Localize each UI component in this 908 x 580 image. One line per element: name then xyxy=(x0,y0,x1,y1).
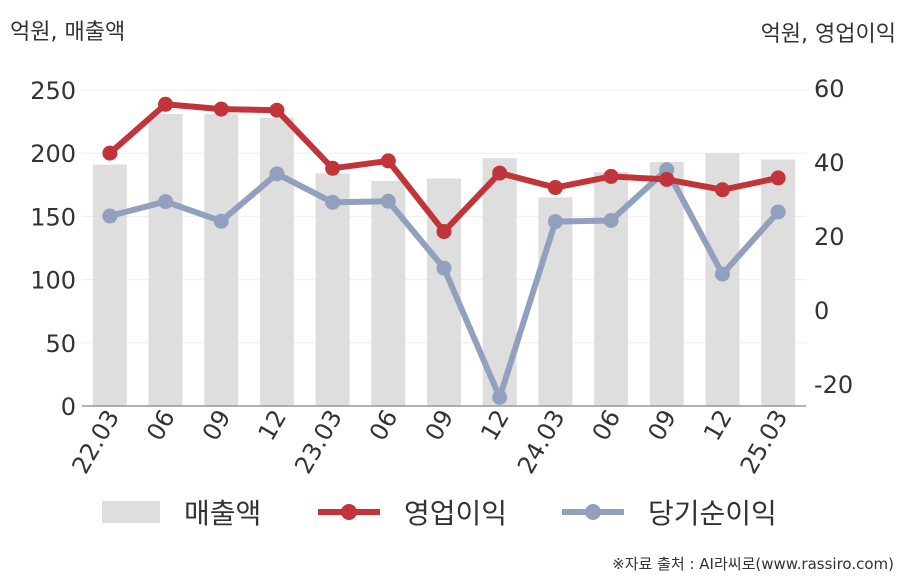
net-income-point xyxy=(714,266,730,282)
operating-profit-point xyxy=(102,145,118,161)
revenue-bar xyxy=(761,159,796,406)
net-income-point xyxy=(770,204,786,220)
net-income-point xyxy=(547,214,563,230)
operating-profit-point xyxy=(158,96,174,112)
legend-label-operating-profit: 영업이익 xyxy=(404,497,508,530)
net-income-point xyxy=(603,212,619,228)
revenue-bar xyxy=(204,114,239,407)
legend-item-net-income: 당기순이익 xyxy=(562,492,777,532)
left-tick-label: 150 xyxy=(30,203,76,231)
legend-label-revenue: 매출액 xyxy=(184,497,262,530)
x-tick-label: 23.03 xyxy=(289,405,348,479)
operating-profit-point xyxy=(492,165,508,181)
left-tick-label: 200 xyxy=(30,140,76,168)
legend-swatch-operating-profit xyxy=(318,502,380,522)
net-income-point xyxy=(213,213,229,229)
left-tick-label: 0 xyxy=(61,393,76,421)
left-axis-unit: 억원, 매출액 xyxy=(10,20,126,45)
legend-item-revenue: 매출액 xyxy=(102,492,261,532)
right-tick-label: 0 xyxy=(814,297,829,325)
revenue-bar xyxy=(92,164,127,406)
net-income-point xyxy=(492,389,508,405)
net-income-point xyxy=(325,194,341,210)
x-tick-label: 12 xyxy=(253,405,293,445)
operating-profit-point xyxy=(269,102,285,118)
net-income-point xyxy=(380,193,396,209)
revenue-bar xyxy=(649,162,684,406)
revenue-bar xyxy=(259,117,294,407)
net-income-point xyxy=(269,166,285,182)
operating-profit-point xyxy=(714,182,730,198)
operating-profit-point xyxy=(213,101,229,117)
x-tick-label: 06 xyxy=(141,405,181,445)
legend-label-net-income: 당기순이익 xyxy=(648,497,777,530)
x-tick-label: 12 xyxy=(475,405,515,445)
operating-profit-point xyxy=(770,170,786,186)
source-note: ※자료 출처 : AI라씨로(www.rassiro.com) xyxy=(612,555,894,573)
operating-profit-point xyxy=(380,153,396,169)
legend-swatch-revenue xyxy=(102,501,160,523)
operating-profit-point xyxy=(547,180,563,196)
x-tick-label: 24.03 xyxy=(512,405,571,479)
operating-profit-point xyxy=(325,160,341,176)
revenue-bar xyxy=(148,114,183,407)
x-tick-label: 25.03 xyxy=(735,405,794,479)
right-axis-unit: 억원, 영업이익 xyxy=(760,22,896,47)
right-tick-label: 40 xyxy=(814,149,845,177)
right-tick-label: 20 xyxy=(814,223,845,251)
right-tick-label: -20 xyxy=(814,371,853,399)
left-tick-label: 50 xyxy=(45,330,76,358)
operating-profit-point xyxy=(603,168,619,184)
net-income-point xyxy=(102,208,118,224)
revenue-bar xyxy=(315,173,350,406)
net-income-point xyxy=(158,194,174,210)
x-tick-label: 06 xyxy=(364,405,404,445)
left-tick-label: 250 xyxy=(30,77,76,105)
x-tick-label: 12 xyxy=(698,405,738,445)
legend-swatch-net-income xyxy=(562,502,624,522)
right-tick-label: 60 xyxy=(814,75,845,103)
operating-profit-point xyxy=(659,171,675,187)
left-tick-label: 100 xyxy=(30,267,76,295)
revenue-bar xyxy=(538,197,573,406)
operating-profit-point xyxy=(436,224,452,240)
x-tick-label: 06 xyxy=(587,405,627,445)
net-income-point xyxy=(436,260,452,276)
legend-item-operating-profit: 영업이익 xyxy=(318,492,507,532)
x-tick-label: 09 xyxy=(197,405,237,445)
x-tick-label: 09 xyxy=(420,405,460,445)
x-tick-label: 09 xyxy=(642,405,682,445)
